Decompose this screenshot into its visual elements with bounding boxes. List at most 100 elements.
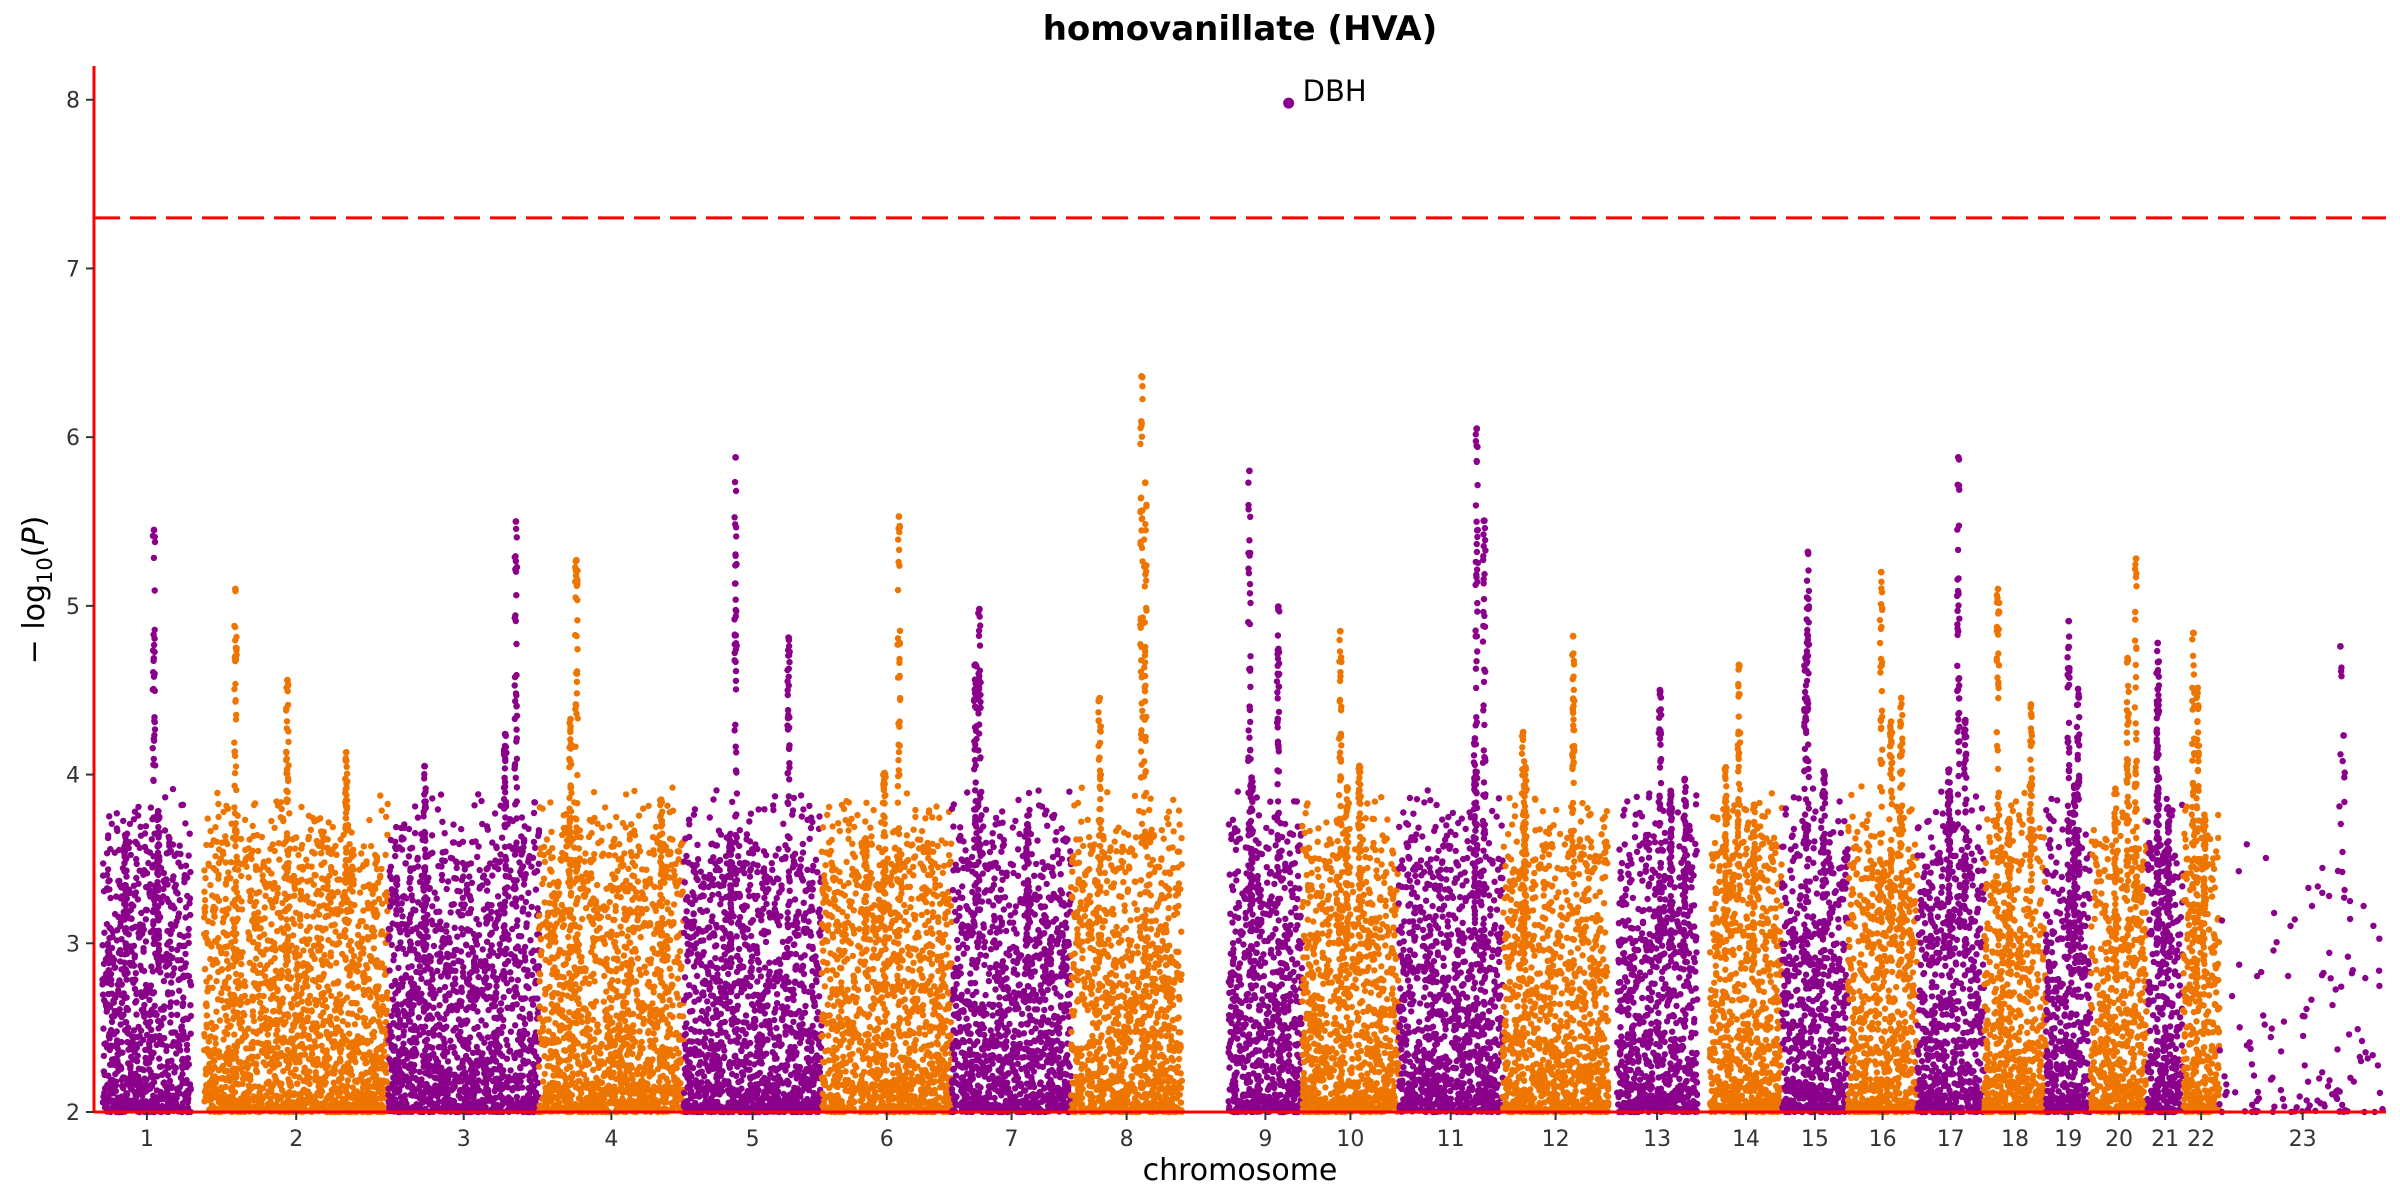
snp-point — [223, 802, 230, 810]
snp-point — [535, 963, 543, 970]
snp-point — [420, 938, 427, 946]
snp-point — [382, 851, 389, 858]
snp-point — [284, 835, 291, 842]
snp-point — [513, 640, 520, 648]
snp-point — [151, 731, 158, 739]
snp-point — [460, 873, 467, 880]
snp-point — [501, 823, 509, 831]
snp-point — [157, 1088, 164, 1096]
snp-point — [148, 1006, 155, 1014]
snp-point — [264, 1031, 271, 1038]
snp-point — [205, 918, 212, 925]
snp-point — [249, 822, 256, 830]
snp-point — [294, 963, 301, 971]
snp-point — [491, 1002, 499, 1010]
snp-point — [403, 1100, 410, 1108]
snp-point — [231, 769, 239, 777]
snp-point — [493, 990, 500, 997]
snp-point — [447, 909, 454, 916]
snp-point — [280, 1021, 288, 1028]
snp-point — [149, 968, 156, 975]
snp-point — [242, 1059, 250, 1066]
snp-point — [431, 889, 438, 896]
snp-point — [464, 926, 471, 933]
snp-point — [303, 1089, 310, 1097]
snp-point — [458, 925, 465, 932]
snp-point — [376, 963, 384, 971]
snp-point — [158, 1071, 166, 1079]
snp-point — [337, 1027, 344, 1035]
snp-point — [288, 1004, 296, 1011]
snp-point — [422, 944, 429, 952]
chromosome-4-points — [535, 556, 687, 1116]
snp-point — [300, 1006, 307, 1013]
snp-point — [232, 763, 240, 770]
snp-point — [291, 845, 299, 852]
snp-point — [384, 831, 391, 838]
snp-point — [231, 924, 238, 932]
snp-point — [631, 945, 639, 953]
snp-point — [334, 888, 341, 896]
snp-point — [232, 902, 239, 910]
snp-point — [365, 986, 372, 993]
snp-point — [501, 929, 508, 936]
snp-point — [223, 950, 230, 957]
snp-point — [382, 813, 390, 820]
snp-point — [267, 985, 274, 992]
snp-point — [378, 807, 385, 814]
snp-point — [339, 1018, 347, 1025]
snp-point — [507, 1028, 515, 1035]
snp-point — [367, 842, 375, 850]
snp-point — [342, 824, 349, 832]
snp-point — [436, 1002, 443, 1009]
snp-point — [298, 876, 305, 883]
snp-point — [328, 1038, 336, 1046]
snp-point — [519, 1035, 526, 1042]
snp-point — [187, 868, 194, 876]
snp-point — [519, 1005, 526, 1012]
snp-point — [314, 816, 321, 823]
snp-point — [503, 945, 510, 952]
snp-point — [215, 875, 222, 882]
snp-point — [309, 900, 317, 907]
snp-point — [300, 1068, 308, 1076]
snp-point — [298, 803, 305, 811]
snp-point — [491, 922, 498, 929]
snp-point — [233, 827, 240, 834]
snp-point — [512, 885, 519, 892]
snp-point — [182, 960, 189, 967]
snp-point — [407, 885, 414, 893]
snp-point — [390, 1074, 397, 1081]
snp-point — [331, 1007, 339, 1014]
snp-point — [233, 644, 240, 652]
snp-point — [107, 970, 115, 978]
snp-point — [501, 774, 508, 782]
snp-point — [421, 864, 429, 871]
snp-point — [441, 983, 449, 991]
snp-point — [445, 878, 452, 885]
snp-point — [311, 872, 319, 879]
snp-point — [418, 975, 425, 982]
snp-point — [187, 1002, 194, 1009]
snp-point — [100, 1025, 107, 1032]
snp-point — [393, 823, 400, 831]
snp-point — [155, 915, 162, 923]
snp-point — [284, 1096, 291, 1104]
snp-point — [501, 910, 508, 917]
snp-point — [305, 1035, 313, 1043]
snp-point — [147, 982, 155, 989]
snp-point — [481, 1039, 488, 1046]
snp-point — [401, 1012, 409, 1019]
snp-point — [388, 941, 395, 949]
snp-point — [276, 909, 283, 917]
snp-point — [201, 896, 209, 904]
snp-point — [168, 979, 175, 986]
snp-point — [248, 1054, 256, 1061]
snp-point — [442, 997, 449, 1004]
snp-point — [501, 783, 509, 790]
snp-point — [353, 1078, 361, 1086]
snp-point — [430, 1026, 437, 1033]
snp-point — [317, 935, 325, 942]
snp-point — [406, 1000, 414, 1008]
